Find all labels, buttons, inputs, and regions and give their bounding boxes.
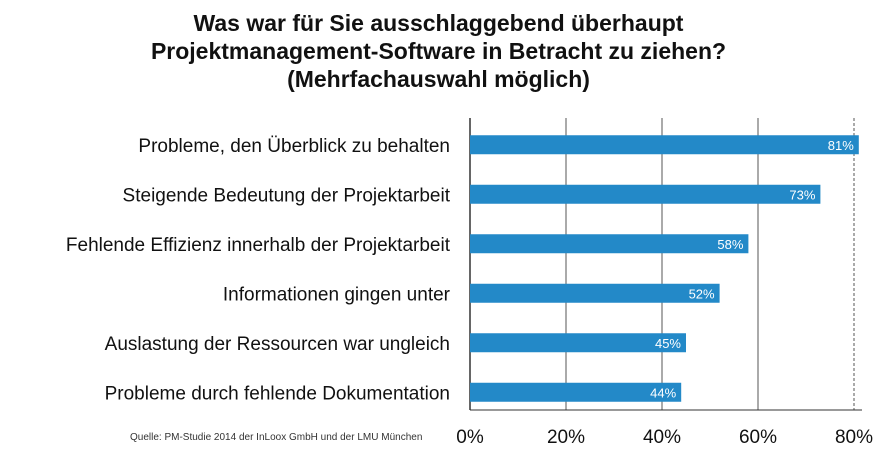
bar-1 [470,184,821,204]
x-tick-label-20: 20% [547,427,585,448]
x-tick-label-40: 40% [643,427,681,448]
bar-3 [470,283,720,303]
data-label-4: 45% [655,336,681,351]
category-label-5: Probleme durch fehlende Dokumentation [105,383,450,404]
data-label-1: 73% [789,187,815,202]
category-label-3: Informationen gingen unter [223,284,451,305]
chart-title-line-2: Projektmanagement-Software in Betracht z… [150,38,727,64]
data-label-2: 58% [717,237,743,252]
chart-title-line-3: (Mehrfachauswahl möglich) [287,66,590,92]
category-label-4: Auslastung der Ressourcen war ungleich [105,334,450,355]
source-note: Quelle: PM-Studie 2014 der InLoox GmbH u… [130,432,423,443]
category-label-1: Steigende Bedeutung der Projektarbeit [123,185,451,206]
bar-2 [470,234,749,254]
chart-title-line-1: Was war für Sie ausschlaggebend überhaup… [193,10,684,36]
category-label-0: Probleme, den Überblick zu behalten [138,136,450,157]
bar-4 [470,333,686,353]
data-label-5: 44% [650,385,676,400]
data-label-3: 52% [689,286,715,301]
data-label-0: 81% [828,138,854,153]
x-tick-label-60: 60% [739,427,777,448]
x-tick-label-80: 80% [835,427,873,448]
x-tick-label-0: 0% [456,427,484,448]
bar-5 [470,382,682,402]
bar-0 [470,135,859,155]
category-label-2: Fehlende Effizienz innerhalb der Projekt… [66,235,451,256]
